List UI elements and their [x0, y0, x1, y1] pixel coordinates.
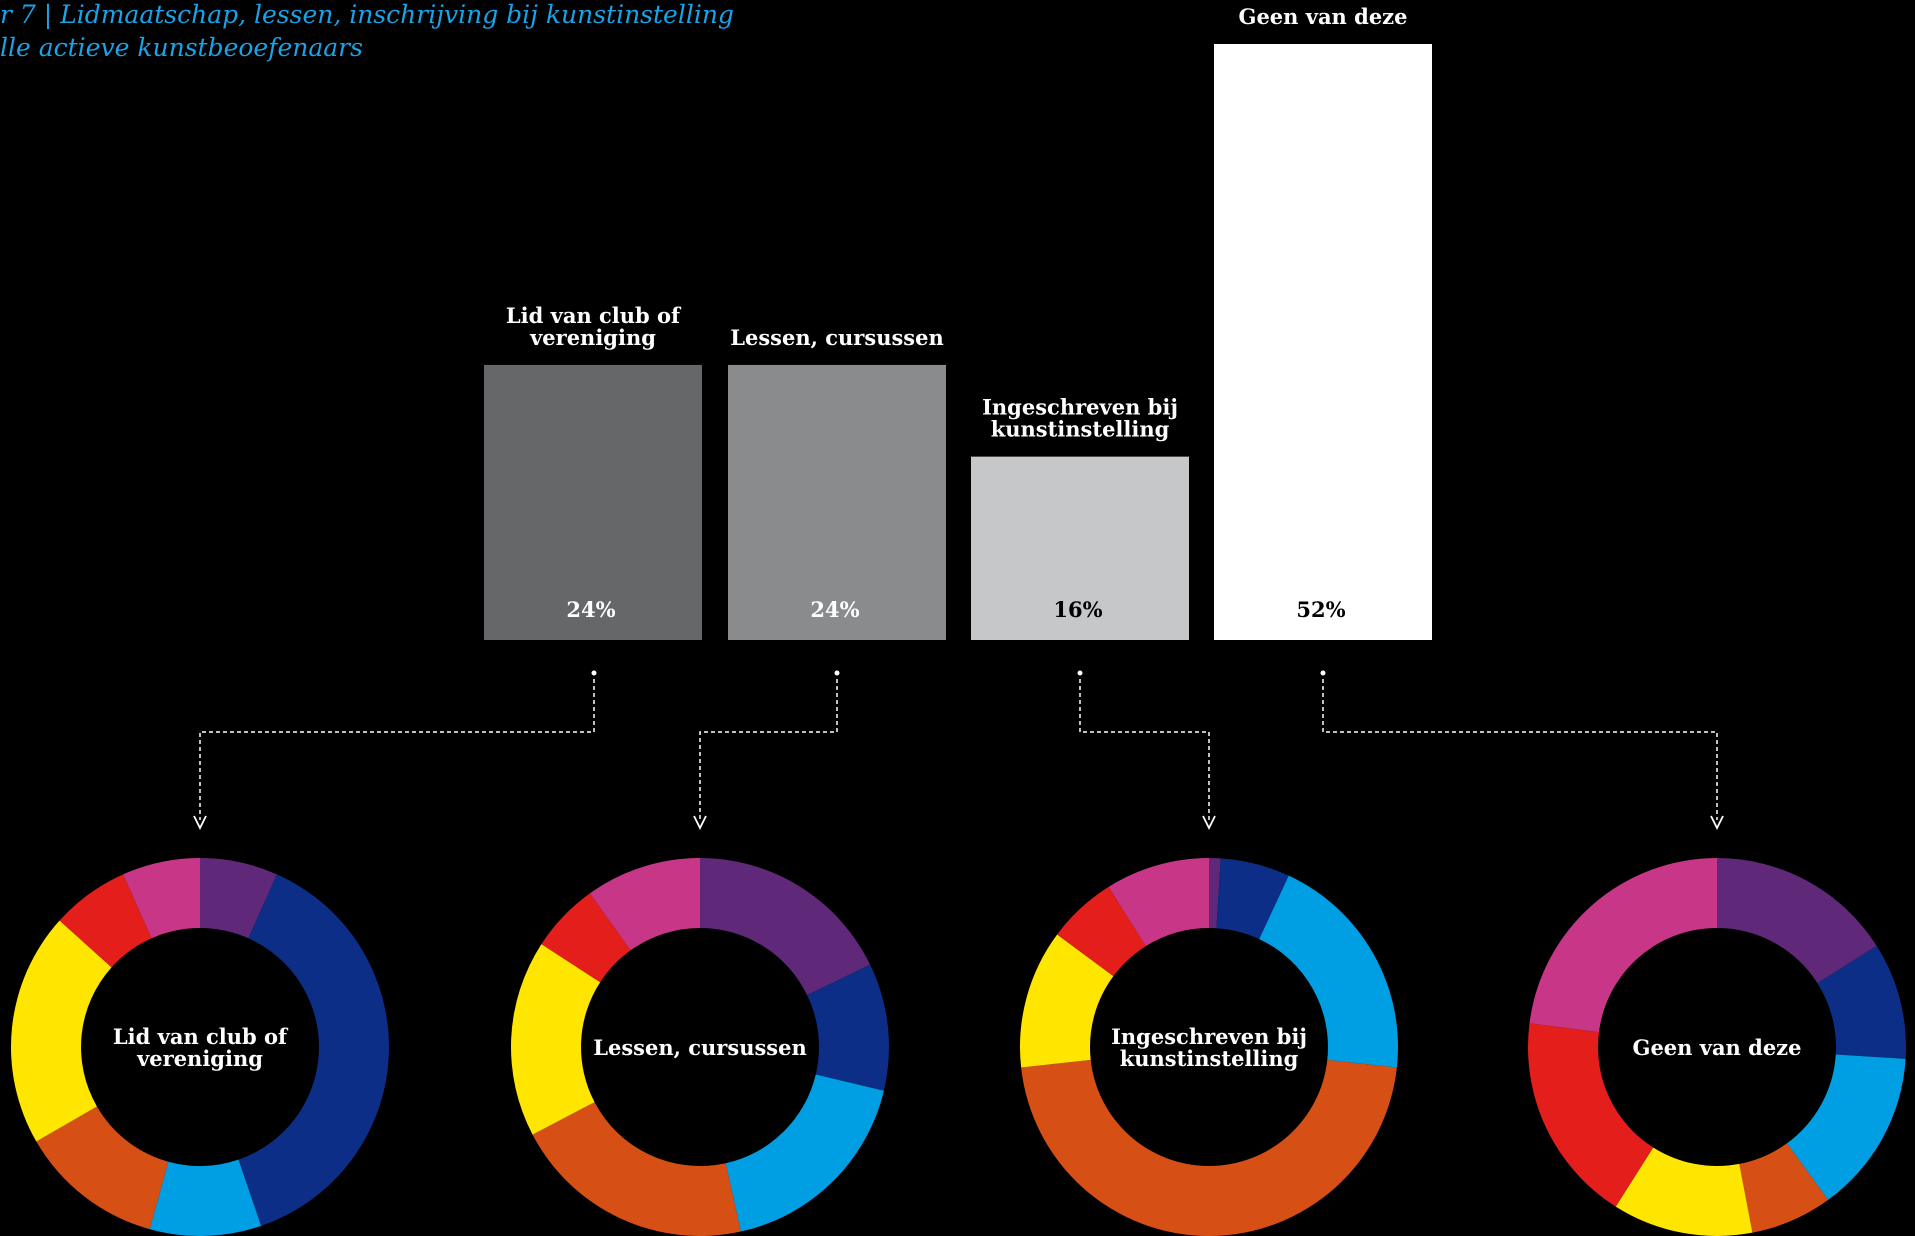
bar-category-label: Lessen, cursussen: [730, 325, 944, 350]
donut-segment: [807, 964, 889, 1091]
connector-dot: [591, 670, 597, 676]
donut-segment: [1786, 1054, 1906, 1200]
connector-arrow: [1202, 815, 1216, 831]
bar-category-label: Geen van deze: [1239, 4, 1408, 29]
donut-chart-3: Ingeschreven bij kunstinstelling: [1020, 858, 1398, 1236]
donut-segment: [1108, 858, 1209, 947]
donut-segment: [510, 944, 601, 1135]
connector-arrow: [193, 815, 207, 831]
donut-segment: [1615, 1147, 1753, 1236]
connector-arrow: [693, 815, 707, 831]
donut-segment: [1021, 1059, 1397, 1236]
donut-segment: [1259, 875, 1398, 1068]
donut-segment: [200, 858, 277, 939]
bar-category-label: Lid van club of vereniging: [506, 303, 682, 350]
donut-segment: [59, 874, 152, 968]
connector-line: [699, 679, 838, 820]
connector-line: [1322, 679, 1718, 820]
donut-center-label: Ingeschreven bij kunstinstelling: [1111, 1024, 1307, 1071]
donut-segment: [1216, 858, 1289, 940]
donut-segment: [700, 858, 871, 996]
donut-segment: [1817, 945, 1906, 1059]
donut-segment: [541, 893, 631, 983]
donut-charts: Lid van club of vereniging Lessen, cursuss…: [10, 857, 1906, 1236]
connector-line: [1079, 679, 1210, 820]
donut-segment: [238, 874, 390, 1226]
donut-chart-4: Geen van deze: [1528, 857, 1906, 1236]
donut-segment: [1209, 858, 1221, 929]
bar-chart: Lid van club of vereniging 24% Lessen, curs…: [484, 4, 1432, 640]
donut-segment: [36, 1106, 169, 1230]
chart-subtitle: lle actieve kunstbeoefenaars: [0, 33, 363, 62]
donut-segment: [10, 920, 112, 1142]
donut-segment: [1057, 886, 1146, 977]
donut-center-label: Lessen, cursussen: [593, 1035, 807, 1060]
bar-value-label: 24%: [810, 597, 859, 622]
donut-center-label: Geen van deze: [1633, 1035, 1802, 1060]
chart-title: r 7 | Lidmaatschap, lessen, inschrijving…: [0, 0, 734, 30]
bar-category-label: Ingeschreven bij kunstinstelling: [982, 395, 1178, 442]
connector-lines: [193, 670, 1724, 831]
donut-segment: [589, 858, 700, 951]
donut-segment: [123, 858, 200, 939]
donut-segment: [1717, 858, 1877, 984]
connector-arrow: [1710, 815, 1724, 831]
bar-4: [1214, 44, 1432, 640]
connector-dot: [1320, 670, 1326, 676]
bar-value-label: 16%: [1053, 597, 1102, 622]
connector-dot: [834, 670, 840, 676]
donut-segment: [1739, 1143, 1829, 1233]
bar-2: [728, 364, 946, 640]
donut-segment: [532, 1102, 741, 1236]
bar-1: [484, 364, 702, 640]
donut-center-label: Lid van club of vereniging: [113, 1024, 289, 1071]
bar-value-label: 24%: [566, 597, 615, 622]
donut-segment: [1529, 857, 1717, 1033]
donut-segment: [1528, 1023, 1654, 1207]
donut-segment: [725, 1074, 884, 1232]
donut-chart-2: Lessen, cursussen: [510, 858, 889, 1236]
bar-3: [971, 456, 1189, 640]
donut-segment: [149, 1159, 262, 1236]
donut-segment: [1020, 934, 1114, 1068]
donut-chart-1: Lid van club of vereniging: [10, 858, 390, 1236]
bar-value-label: 52%: [1296, 597, 1345, 622]
connector-dot: [1077, 670, 1083, 676]
connector-line: [199, 679, 595, 820]
